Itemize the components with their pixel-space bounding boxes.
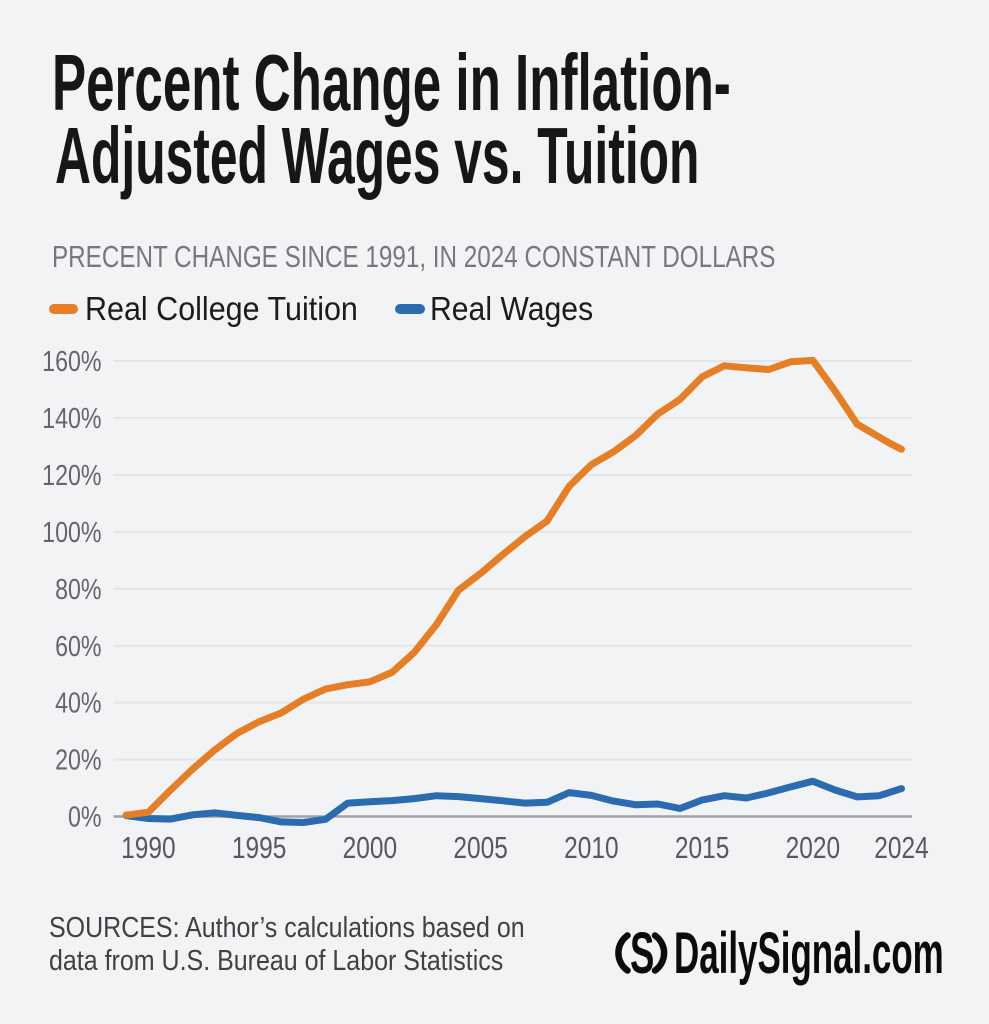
svg-text:1995: 1995 xyxy=(232,830,286,864)
svg-text:100%: 100% xyxy=(42,515,101,548)
svg-text:20%: 20% xyxy=(55,743,101,776)
svg-text:2005: 2005 xyxy=(453,830,507,864)
svg-text:40%: 40% xyxy=(55,686,101,719)
svg-text:160%: 160% xyxy=(42,345,101,378)
svg-text:80%: 80% xyxy=(55,572,101,605)
svg-text:60%: 60% xyxy=(55,629,101,662)
svg-text:2020: 2020 xyxy=(786,830,840,864)
svg-text:2024: 2024 xyxy=(874,830,928,864)
svg-text:2010: 2010 xyxy=(564,830,618,864)
svg-text:2000: 2000 xyxy=(343,830,397,864)
svg-text:2015: 2015 xyxy=(675,830,729,864)
svg-text:120%: 120% xyxy=(42,458,101,491)
svg-text:0%: 0% xyxy=(68,800,102,833)
svg-text:140%: 140% xyxy=(42,401,101,434)
svg-text:1990: 1990 xyxy=(121,830,175,864)
